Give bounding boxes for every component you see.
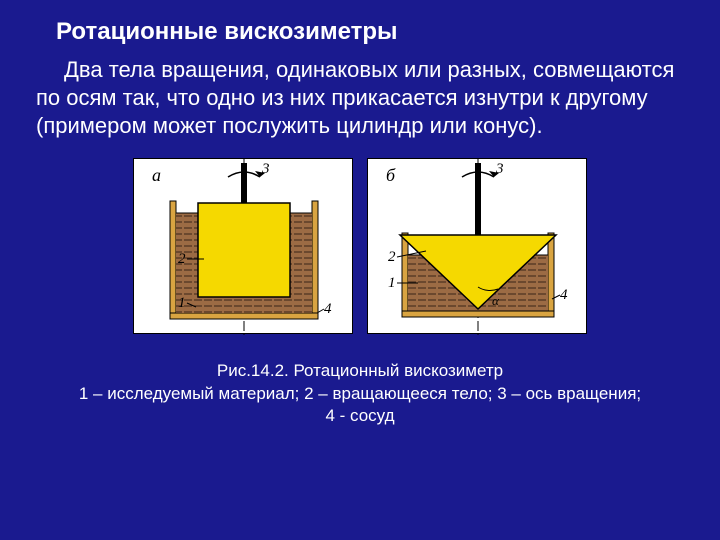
svg-text:3: 3 — [261, 161, 270, 177]
caption-line: Рис.14.2. Ротационный вискозиметр — [36, 360, 684, 382]
slide: Ротационные вискозиметры Два тела вращен… — [0, 0, 720, 427]
slide-title: Ротационные вискозиметры — [36, 18, 684, 46]
figure-caption: Рис.14.2. Ротационный вискозиметр 1 – ис… — [36, 360, 684, 426]
svg-text:б: б — [386, 165, 396, 185]
viscometer-cylinder-diagram: а 3 2 1 4 — [134, 159, 354, 335]
svg-text:1: 1 — [178, 295, 186, 311]
svg-text:2: 2 — [178, 251, 186, 267]
panel-b: α б 3 2 1 4 — [367, 158, 587, 334]
svg-text:а: а — [152, 165, 161, 185]
viscometer-cone-diagram: α б 3 2 1 4 — [368, 159, 588, 335]
svg-text:3: 3 — [495, 161, 504, 177]
slide-body: Два тела вращения, одинаковых или разных… — [36, 56, 684, 140]
caption-line: 4 - сосуд — [36, 405, 684, 427]
svg-text:4: 4 — [324, 301, 332, 317]
svg-text:4: 4 — [560, 287, 568, 303]
figure-area: а 3 2 1 4 — [36, 158, 684, 334]
caption-line: 1 – исследуемый материал; 2 – вращающеес… — [36, 383, 684, 405]
svg-text:1: 1 — [388, 275, 396, 291]
panel-a: а 3 2 1 4 — [133, 158, 353, 334]
svg-text:2: 2 — [388, 249, 396, 265]
svg-text:α: α — [492, 293, 500, 308]
